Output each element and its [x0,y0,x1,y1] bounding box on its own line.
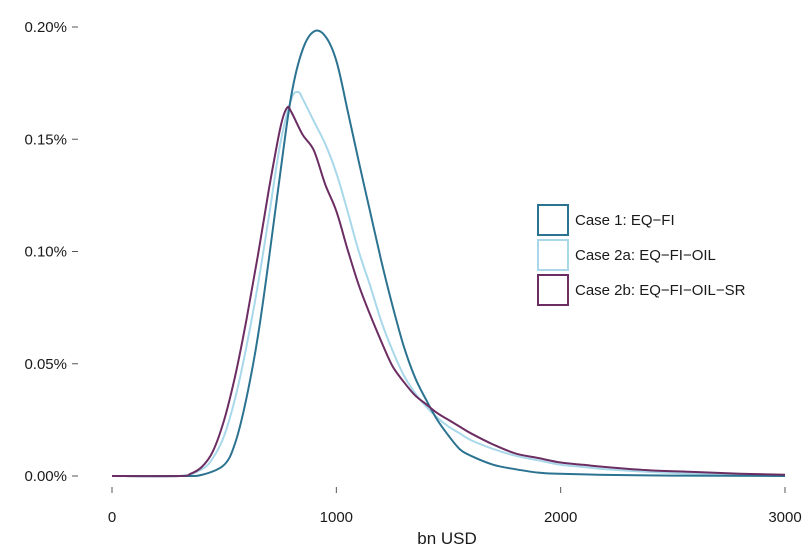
series-line-1 [111,29,786,478]
x-tick-label: 0 [108,509,116,526]
x-axis-title: bn USD [417,529,477,548]
x-tick-label: 3000 [768,509,801,526]
legend-label: Case 1: EQ−FI [575,212,675,229]
legend-swatch [537,239,569,271]
legend-label: Case 2a: EQ−FI−OIL [575,247,716,264]
x-axis: 0 1000 2000 3000 [108,487,802,526]
y-tick-label: 0.00% [24,468,67,485]
y-tick-label: 0.15% [24,131,67,148]
legend-swatch [537,204,569,236]
x-tick-label: 2000 [544,509,577,526]
legend: Case 1: EQ−FI Case 2a: EQ−FI−OIL Case 2b: … [537,204,746,306]
legend-label: Case 2b: EQ−FI−OIL−SR [575,282,746,299]
legend-swatch [537,274,569,306]
series-layer [111,29,786,478]
y-tick-label: 0.10% [24,244,67,261]
series-line-2 [111,90,786,478]
y-tick-label: 0.05% [24,356,67,373]
y-tick-label: 0.20% [24,19,67,36]
y-axis: 0.00% 0.05% 0.10% 0.15% 0.20% [24,19,78,485]
x-tick-label: 1000 [320,509,353,526]
series-line-3 [111,105,786,478]
